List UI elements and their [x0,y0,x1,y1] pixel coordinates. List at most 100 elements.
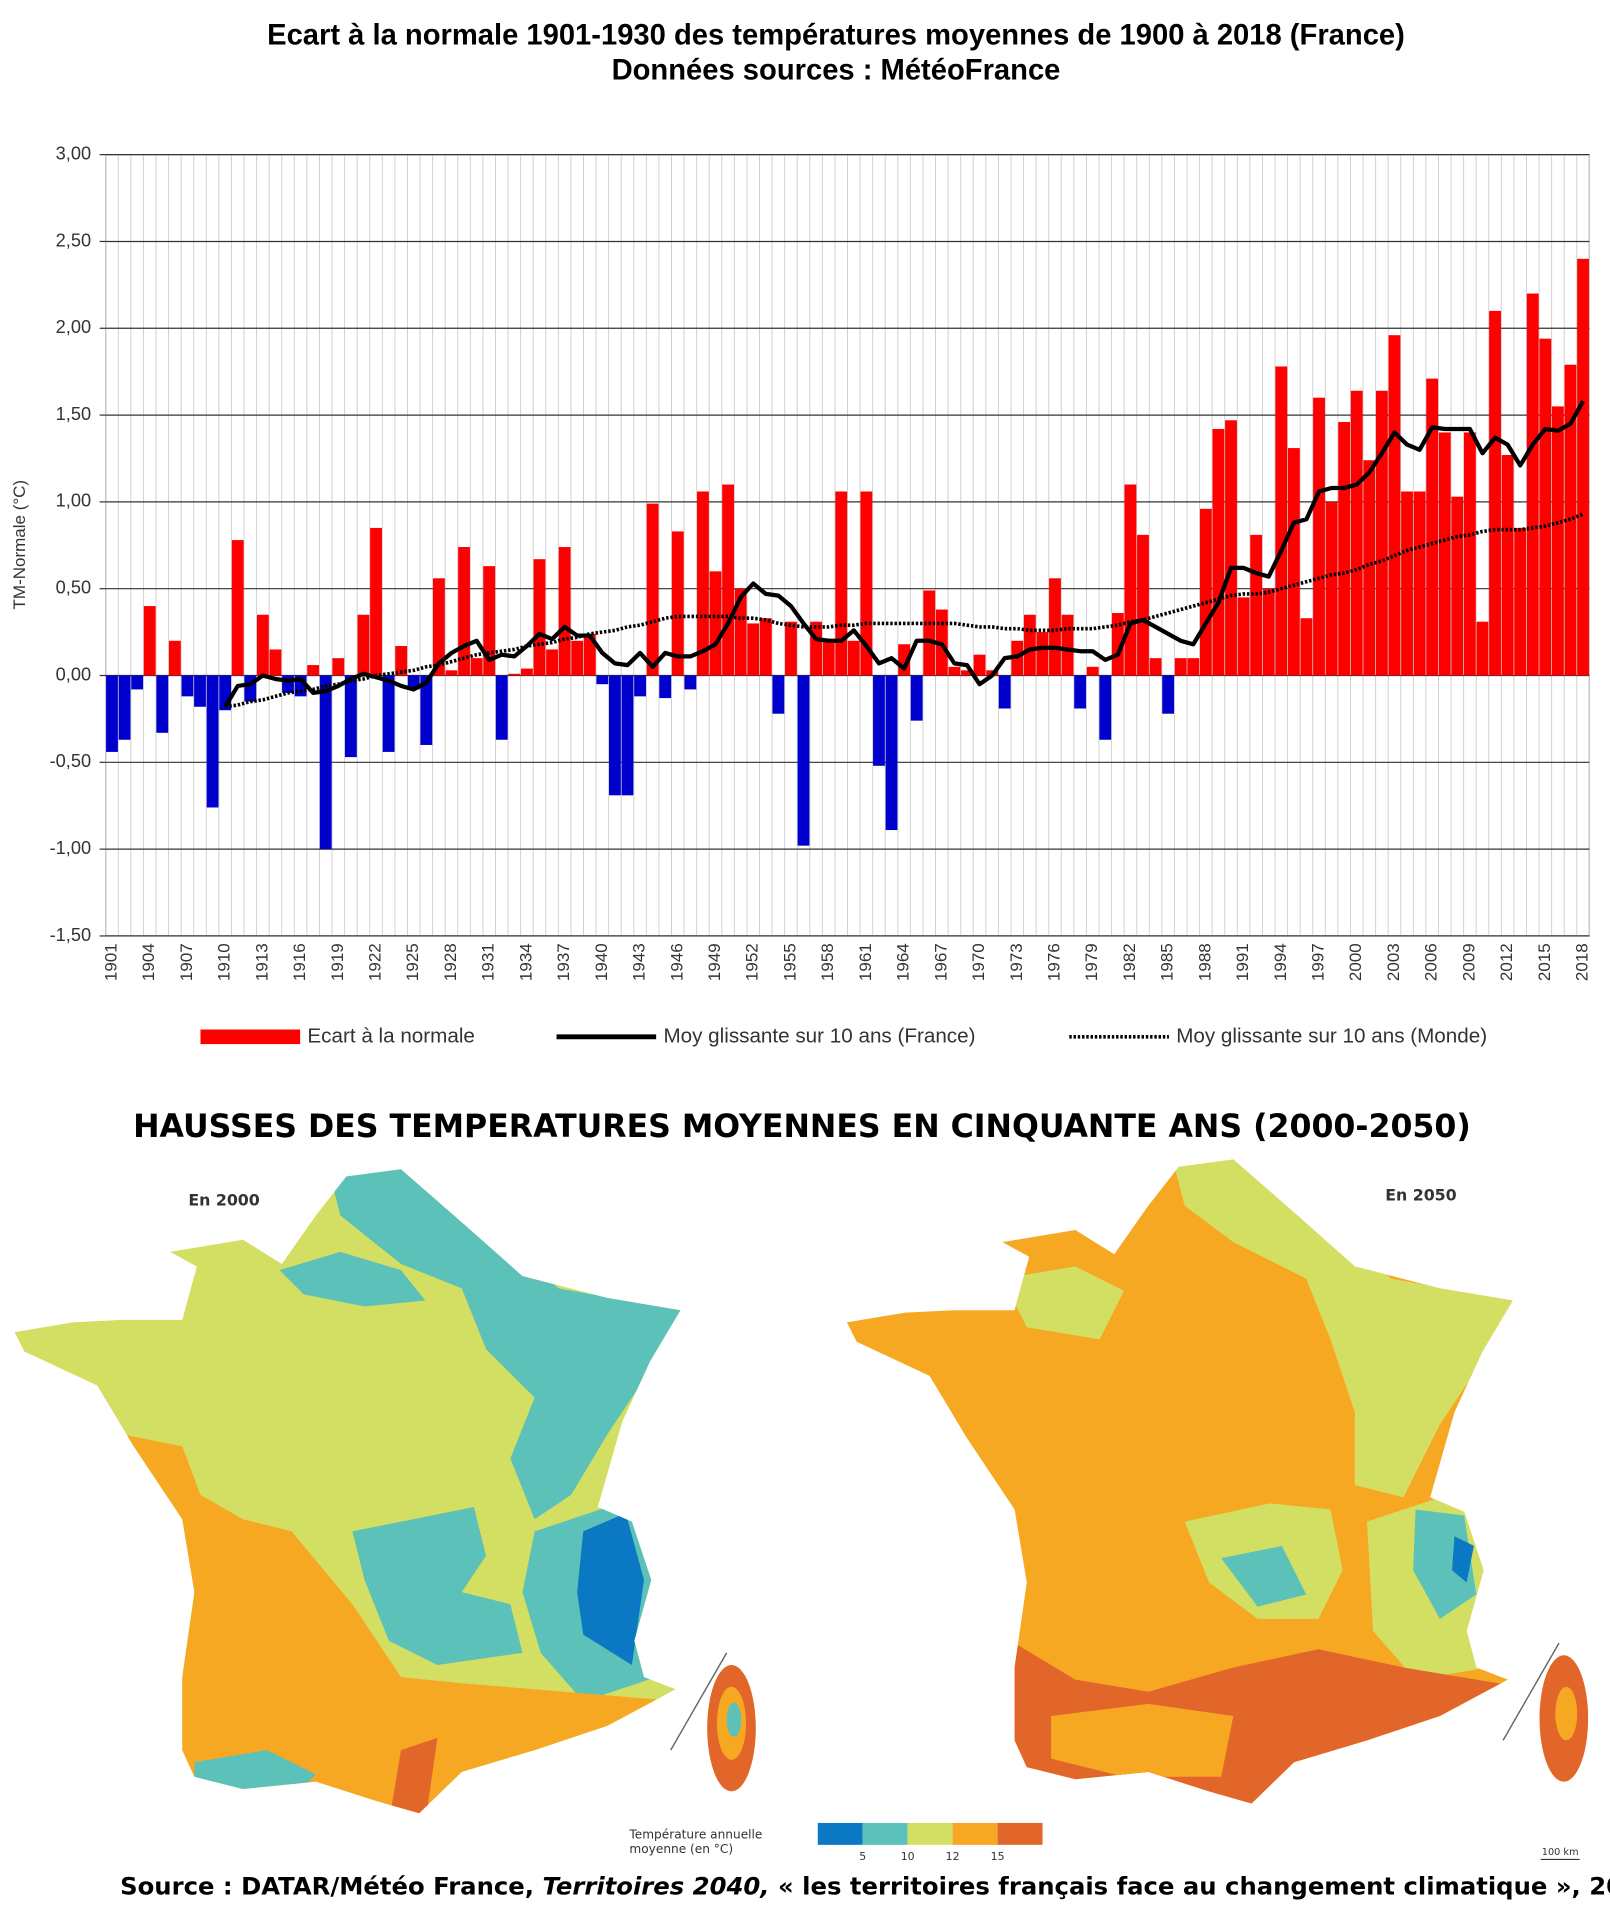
bar [1413,491,1426,676]
bar [1514,527,1527,676]
legend-title: moyenne (en °C) [629,1842,733,1856]
bar [294,675,307,697]
bar [407,675,420,690]
x-tick-label: 1949 [705,943,724,981]
x-tick-label: 1940 [592,943,611,981]
bar [470,658,483,676]
bar [181,675,194,697]
x-tick-label: 1979 [1082,943,1101,981]
bar [1275,366,1288,676]
maps: HAUSSES DES TEMPERATURES MOYENNES EN CIN… [14,1109,1610,1900]
y-tick-label: 0,50 [56,578,91,598]
bar [998,675,1011,709]
x-tick-label: 1913 [252,943,271,981]
x-tick-label: 1943 [630,943,649,981]
x-tick-label: 1973 [1007,943,1026,981]
bar [621,675,634,796]
map-label: En 2050 [1385,1185,1456,1204]
map-zone [1172,1159,1513,1498]
bar [671,531,684,676]
map-divider [670,1652,728,1751]
bar [1489,310,1501,676]
bar [382,675,395,752]
bar [244,675,257,702]
bar [269,649,282,676]
map-zone [279,1251,426,1307]
x-tick-label: 1946 [667,943,686,981]
bar [332,658,345,676]
map-zone [1452,1536,1474,1583]
bar [1023,614,1036,676]
bar [873,675,885,766]
x-tick-label: 1961 [856,943,875,981]
bar [923,590,936,676]
bar [194,675,206,707]
x-tick-label: 2006 [1422,943,1441,981]
bar [420,675,433,745]
bar [508,673,521,676]
bar [1401,491,1413,676]
bar [1074,675,1087,709]
bar [1526,293,1539,676]
y-tick-label: -1,00 [50,838,92,858]
x-tick-label: 2018 [1573,943,1592,981]
bar [1061,614,1074,676]
legend-tick-label: 5 [859,1850,866,1863]
bar [1476,621,1489,676]
bar [495,675,508,740]
chart: Ecart à la normale 1901-1930 des tempéra… [10,19,1591,1047]
bar [734,588,747,676]
map-zone [1002,1266,1124,1340]
bar [546,649,558,676]
legend-label: Moy glissante sur 10 ans (Monde) [1176,1024,1487,1047]
x-tick-label: 2009 [1459,943,1478,981]
bar [231,540,244,676]
bar [571,640,584,676]
bar [634,675,646,697]
bar [860,491,873,676]
bar [961,670,973,676]
x-tick-label: 1970 [969,943,988,981]
bar [1287,448,1300,676]
bar [432,578,445,676]
bar [307,665,320,676]
bar [772,675,785,714]
x-tick-label: 1928 [441,943,460,981]
bar [219,675,232,711]
y-tick-label: 2,00 [56,317,91,337]
x-tick-label: 1922 [366,943,385,981]
bar [646,503,659,676]
bar [1187,658,1200,676]
bar [1262,588,1275,676]
bar [1501,455,1514,676]
bar [1552,406,1564,676]
x-tick-label: 2012 [1497,943,1516,981]
map-2050: En 2050 [846,1159,1589,1804]
x-tick-label: 2003 [1384,943,1403,981]
x-tick-label: 1982 [1120,943,1139,981]
bar [1250,534,1263,676]
x-tick-label: 1958 [818,943,837,981]
y-tick-label: 2,50 [56,230,91,250]
x-tick-label: 1988 [1195,943,1214,981]
bar [344,675,357,758]
legend-tick-label: 12 [946,1850,960,1863]
bar [910,675,923,721]
bar [1463,432,1476,676]
map-zone [1413,1509,1477,1619]
x-tick-label: 1919 [328,943,347,981]
x-tick-label: 1955 [780,943,799,981]
bar [483,566,496,676]
bar [1313,397,1325,676]
map-label: En 2000 [188,1190,259,1209]
x-tick-label: 1901 [101,943,120,981]
bar [118,675,131,740]
bar [1149,658,1162,676]
x-tick-label: 1985 [1158,943,1177,981]
bar [785,621,797,676]
legend-color [862,1822,908,1845]
x-tick-label: 1952 [743,943,762,981]
bar [282,675,294,693]
x-tick-label: 1976 [1044,943,1063,981]
bar [131,675,144,690]
